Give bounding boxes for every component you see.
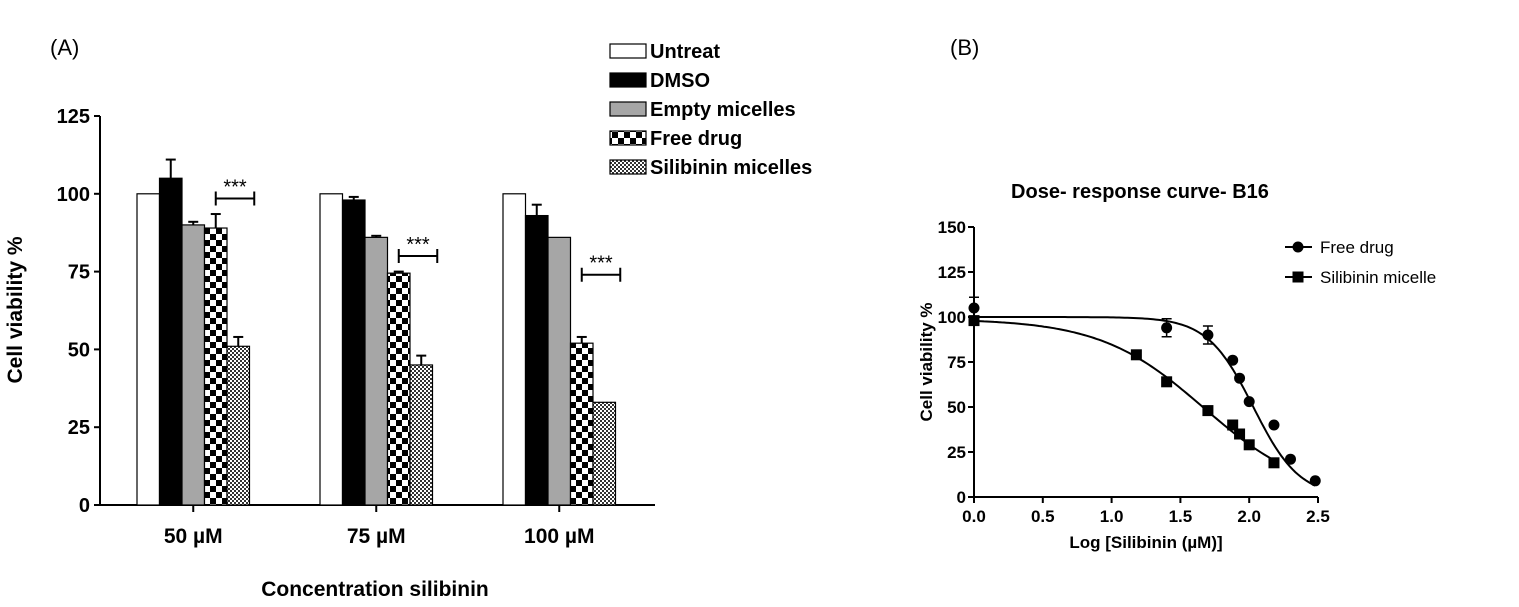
bar-silibinin-micelles	[226, 345, 251, 506]
legend-label: DMSO	[650, 70, 710, 92]
significance-label: ***	[406, 234, 430, 256]
y-tick-label: 25	[68, 417, 90, 439]
y-tick-label: 50	[947, 398, 966, 417]
panel-b-dose-response-chart: Dose- response curve- B16 0 25 50 75 100 125 15…	[917, 181, 1436, 552]
legend-label: Empty micelles	[650, 99, 796, 121]
legend-label: Free drug	[650, 128, 742, 150]
x-tick-label: 0.5	[1031, 507, 1055, 526]
legend-label: Silibinin micelle	[1320, 268, 1436, 287]
significance-bracket	[214, 191, 256, 206]
bar-free-drug	[569, 342, 594, 506]
legend-swatch	[609, 159, 647, 175]
y-tick-label: 0	[957, 488, 966, 507]
bar-empty-micelles	[364, 236, 389, 506]
x-tick-label: 1.0	[1100, 507, 1124, 526]
data-point-free-drug	[1268, 419, 1280, 431]
legend-swatch	[609, 72, 647, 88]
data-point-silibinin-micelle	[1234, 428, 1246, 440]
bar-untreat	[319, 193, 344, 506]
x-tick-label: 100 µM	[524, 525, 594, 548]
x-tick-label: 2.0	[1237, 507, 1261, 526]
x-tick-label: 1.5	[1169, 507, 1193, 526]
fit-curve-free-drug	[974, 316, 1316, 487]
legend-swatch	[609, 101, 647, 117]
data-point-free-drug	[1234, 372, 1246, 384]
x-tick-label: 75 µM	[347, 525, 406, 548]
bar-untreat	[502, 193, 527, 506]
y-tick-label: 0	[79, 495, 90, 517]
data-point-free-drug	[968, 302, 980, 314]
y-tick-label: 125	[57, 106, 90, 128]
bar-dmso	[158, 177, 183, 506]
data-point-silibinin-micelle	[1227, 419, 1239, 431]
y-tick-label: 100	[57, 184, 90, 206]
legend-label: Untreat	[650, 41, 720, 63]
bar-silibinin-micelles	[409, 364, 434, 506]
y-tick-label: 100	[938, 308, 966, 327]
data-point-silibinin-micelle	[1202, 405, 1214, 417]
legend-label: Free drug	[1320, 238, 1394, 257]
y-tick-label: 75	[68, 262, 90, 284]
data-point-free-drug	[1284, 453, 1296, 465]
x-tick-label: 50 µM	[164, 525, 223, 548]
bar-silibinin-micelles	[592, 401, 617, 506]
data-point-free-drug	[1309, 475, 1321, 487]
panel-b-label: (B)	[950, 35, 979, 60]
x-axis-title: Log [Silibinin (µM)]	[1069, 533, 1222, 552]
bar-untreat	[136, 193, 161, 506]
legend-swatch	[609, 43, 647, 59]
y-tick-label: 50	[68, 339, 90, 361]
y-tick-label: 125	[938, 263, 966, 282]
y-axis-title: Cell viability %	[4, 236, 27, 383]
panel-a-label: (A)	[50, 35, 79, 60]
fit-curve-silibinin-micelle	[973, 319, 1275, 462]
significance-bracket	[580, 267, 622, 282]
data-point-free-drug	[1161, 322, 1173, 334]
bar-empty-micelles	[547, 236, 572, 506]
significance-label: ***	[223, 176, 247, 198]
y-tick-label: 25	[947, 443, 966, 462]
significance-label: ***	[589, 253, 613, 275]
chart-title: Dose- response curve- B16	[1011, 181, 1269, 203]
data-point-free-drug	[1202, 329, 1214, 341]
y-tick-label: 150	[938, 218, 966, 237]
bar-free-drug	[203, 227, 228, 506]
bar-free-drug	[386, 272, 411, 506]
x-tick-label: 2.5	[1306, 507, 1330, 526]
bar-empty-micelles	[181, 224, 206, 506]
data-point-silibinin-micelle	[1130, 349, 1142, 361]
data-point-silibinin-micelle	[1161, 376, 1173, 388]
data-point-silibinin-micelle	[1243, 439, 1255, 451]
y-axis-title: Cell viability %	[917, 302, 936, 421]
bar-dmso	[341, 199, 366, 506]
data-point-silibinin-micelle	[968, 315, 980, 327]
legend-marker	[1292, 271, 1304, 283]
legend-label: Silibinin micelles	[650, 157, 812, 179]
legend-marker	[1292, 241, 1304, 253]
x-tick-label: 0.0	[962, 507, 986, 526]
data-point-free-drug	[1227, 354, 1239, 366]
data-point-free-drug	[1243, 396, 1255, 408]
x-axis-title: Concentration silibinin	[261, 578, 489, 601]
data-point-silibinin-micelle	[1268, 457, 1280, 469]
bar-dmso	[524, 214, 549, 506]
significance-bracket	[397, 249, 439, 264]
legend-swatch	[609, 130, 647, 146]
panel-a-bar-chart: 0 25 50 75 100 125 Cell viability % Concentrati…	[4, 41, 812, 601]
y-tick-label: 75	[947, 353, 966, 372]
